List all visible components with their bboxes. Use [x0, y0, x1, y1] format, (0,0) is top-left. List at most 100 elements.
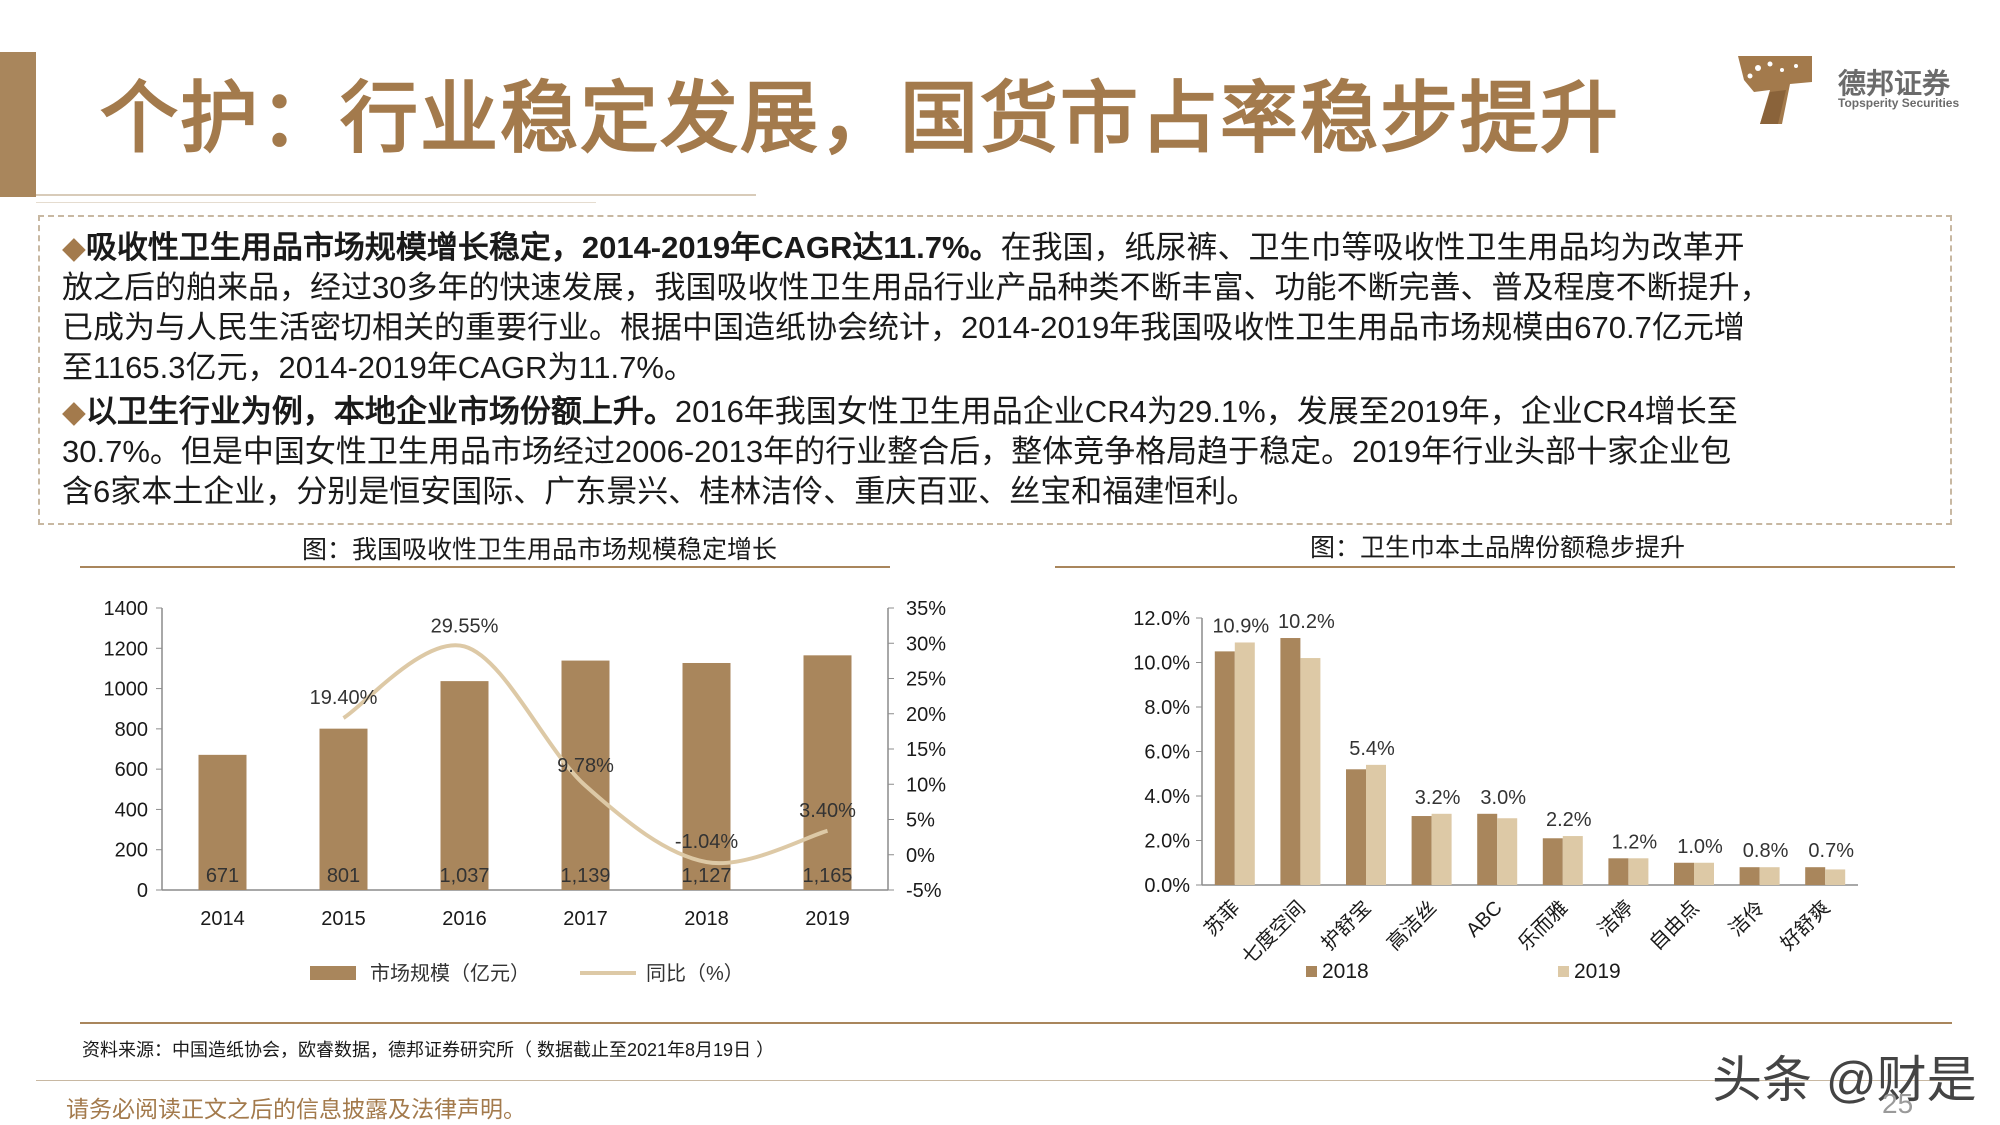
- y-left-tick-label: 200: [115, 840, 148, 862]
- bar-data-label: 1,037: [439, 865, 489, 887]
- bar: [561, 660, 610, 890]
- y-right-tick-label: 35%: [906, 598, 946, 620]
- line-data-label: 19.40%: [310, 687, 378, 709]
- bar-2018: [1280, 638, 1301, 885]
- x-tick-label: 七度空间: [1237, 896, 1310, 969]
- x-tick-label: 2015: [321, 908, 366, 930]
- legend-label: 2018: [1322, 960, 1369, 983]
- x-tick-label: 2016: [442, 908, 487, 930]
- chart-divider: [80, 566, 890, 568]
- x-tick-label: 乐而雅: [1514, 896, 1573, 955]
- y-tick-label: 4.0%: [1144, 786, 1190, 808]
- x-tick-label: 2019: [805, 908, 850, 930]
- chart-title: 图：我国吸收性卫生用品市场规模稳定增长: [302, 536, 778, 564]
- brand-share-chart: 0.0% 2.0% 4.0% 6.0% 8.0% 10.0% 12.0% 10.9% 苏菲 10.…: [1133, 608, 1858, 983]
- bar-2019: [1234, 642, 1255, 885]
- x-tick-label: 高洁丝: [1382, 896, 1441, 955]
- bar-2019: [1562, 836, 1583, 885]
- x-tick-label: ABC: [1462, 897, 1507, 942]
- y-right-tick-label: -5%: [906, 880, 942, 902]
- legend-swatch-bar: [310, 966, 356, 980]
- y-left-tick-label: 600: [115, 759, 148, 781]
- market-size-chart: 0 200 400 600 800 1000 1200 1400 -5% 0% 5% 10% 15% 20…: [104, 598, 947, 985]
- y-tick-label: 8.0%: [1144, 697, 1190, 719]
- y-left-tick-label: 400: [115, 799, 148, 821]
- bar-data-label: 10.9%: [1212, 615, 1269, 637]
- bar-2018: [1805, 867, 1826, 885]
- bar-2019: [1825, 869, 1846, 885]
- diamond-bullet-icon: ◆: [62, 394, 86, 429]
- x-tick-label: 洁伶: [1725, 896, 1770, 941]
- bar-2019: [1759, 867, 1780, 885]
- y-tick-label: 2.0%: [1144, 831, 1190, 853]
- bullet-lead: 吸收性卫生用品市场规模增长稳定，2014-2019年CAGR达11.7%。: [85, 230, 1001, 265]
- page-number: 25: [1882, 1088, 1914, 1119]
- bar-data-label: 1.0%: [1677, 836, 1723, 858]
- bar-2018: [1608, 858, 1629, 885]
- bar-2018: [1346, 769, 1366, 885]
- line-data-label: 3.40%: [799, 800, 856, 822]
- diamond-bullet-icon: ◆: [62, 230, 86, 265]
- bar: [198, 754, 247, 890]
- bullet-lead: 以卫生行业为例，本地企业市场份额上升。: [85, 394, 675, 429]
- bar-2019: [1431, 813, 1452, 885]
- x-tick-label: 2014: [200, 908, 245, 930]
- title-accent-bar: [0, 52, 36, 197]
- brand-name-english: Topsperity Securities: [1838, 96, 1960, 110]
- bar: [440, 681, 489, 890]
- bar-data-label: 0.8%: [1743, 840, 1789, 862]
- x-tick-label: 2018: [684, 908, 729, 930]
- line-data-label: 9.78%: [557, 755, 614, 777]
- x-tick-label: 洁婷: [1593, 896, 1638, 941]
- source-note: 资料来源：中国造纸协会，欧睿数据，德邦证券研究所（ 数据截止至2021年8月19…: [82, 1040, 775, 1060]
- x-tick-label: 自由点: [1645, 896, 1704, 955]
- bar-2019: [1694, 862, 1714, 885]
- bar-2018: [1674, 862, 1694, 885]
- bar-2018: [1542, 838, 1563, 885]
- y-left-tick-label: 1000: [104, 679, 149, 701]
- bar-data-label: 5.4%: [1349, 738, 1395, 760]
- summary-box: [38, 215, 1952, 525]
- y-tick-label: 6.0%: [1144, 742, 1190, 764]
- footer-divider: [36, 1080, 1952, 1081]
- bar-data-label: 1.2%: [1612, 831, 1658, 853]
- y-tick-label: 0.0%: [1144, 875, 1190, 897]
- y-left-tick-label: 1200: [104, 638, 149, 660]
- bar-2018: [1477, 813, 1498, 885]
- x-tick-label: 护舒宝: [1317, 896, 1376, 955]
- line-data-label: 29.55%: [431, 615, 499, 637]
- bar-2019: [1628, 858, 1649, 885]
- watermark: 头条 @财是: [1712, 1052, 1977, 1108]
- y-right-tick-label: 5%: [906, 810, 935, 832]
- x-tick-label: 好舒爽: [1776, 896, 1835, 955]
- bar-data-label: 10.2%: [1278, 611, 1335, 633]
- bar-data-label: 1,127: [681, 865, 731, 887]
- title-divider-secondary: [36, 202, 596, 203]
- legend-label: 同比（%）: [646, 962, 744, 985]
- y-right-tick-label: 15%: [906, 739, 946, 761]
- legend-swatch-2018: [1306, 966, 1317, 977]
- bullet-body: 2016年我国女性卫生用品企业CR4为29.1%，发展至2019年，企业CR4增…: [62, 394, 1738, 509]
- bullet-paragraph: ◆以卫生行业为例，本地企业市场份额上升。2016年我国女性卫生用品企业CR4为2…: [62, 392, 1962, 512]
- title-divider: [36, 194, 756, 196]
- y-right-tick-label: 10%: [906, 774, 946, 796]
- bar: [803, 655, 852, 890]
- bar-2018: [1214, 651, 1235, 885]
- y-tick-label: 12.0%: [1133, 608, 1190, 630]
- bar-data-label: 1,165: [802, 865, 852, 887]
- chart-title: 图：卫生巾本土品牌份额稳步提升: [1310, 534, 1686, 562]
- bar: [682, 662, 731, 890]
- bullet-body: 在我国，纸尿裤、卫生巾等吸收性卫生用品均为改革开 放之后的舶来品，经过30多年的…: [62, 230, 1771, 385]
- source-divider: [80, 1022, 1952, 1024]
- bullet-paragraph: ◆吸收性卫生用品市场规模增长稳定，2014-2019年CAGR达11.7%。在我…: [62, 228, 1962, 388]
- y-left-tick-label: 1400: [104, 598, 149, 620]
- bar-2019: [1366, 764, 1386, 885]
- page-title: 个护：行业稳定发展，国货市占率稳步提升: [100, 74, 1621, 162]
- legend-label: 2019: [1574, 960, 1621, 983]
- bar-data-label: 3.2%: [1415, 787, 1461, 809]
- bar-data-label: 671: [206, 865, 239, 887]
- brand-name: 德邦证券: [1838, 68, 1951, 99]
- bar-data-label: 3.0%: [1480, 787, 1526, 809]
- y-right-tick-label: 20%: [906, 704, 946, 726]
- x-tick-label: 2017: [563, 908, 608, 930]
